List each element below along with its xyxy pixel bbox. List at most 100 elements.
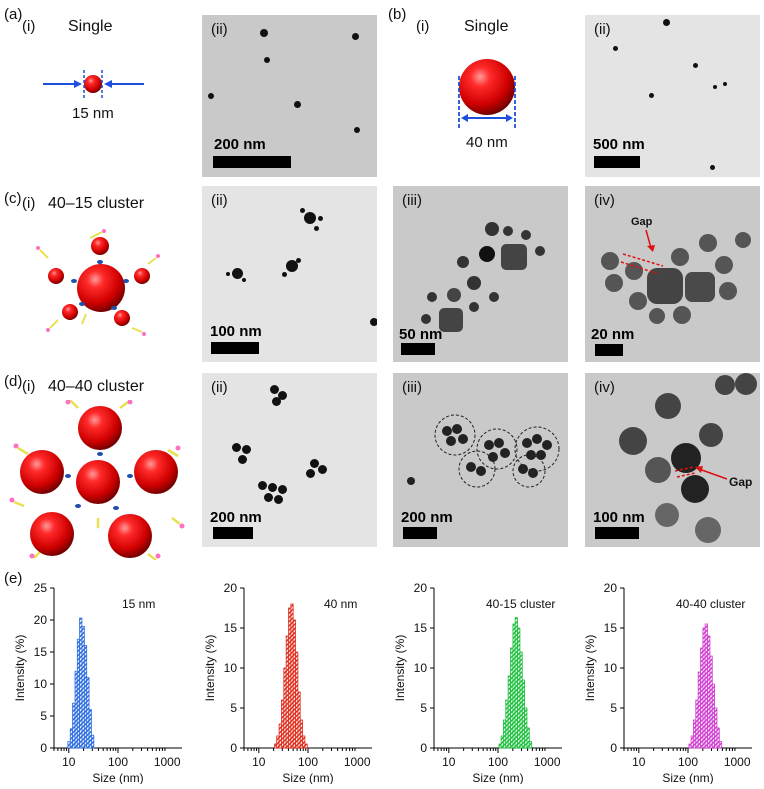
subpanel-label: (iv): [594, 379, 615, 396]
scale-bar-label: 100 nm: [210, 323, 262, 340]
x-tick-label: 10: [632, 755, 646, 769]
subpanel-label: (ii): [211, 21, 228, 38]
y-tick-label: 0: [230, 741, 237, 755]
histogram-bar: [72, 702, 76, 749]
subpanel-label: (ii): [594, 21, 611, 38]
x-tick-label: 1000: [344, 755, 371, 769]
histogram-bar: [528, 741, 533, 749]
subpanel-label: (iii): [402, 379, 422, 396]
legend-label: 15 nm: [122, 597, 155, 611]
gap-annotation: Gap: [631, 216, 653, 228]
size-label-40nm: 40 nm: [466, 134, 508, 151]
histogram-bar: [718, 741, 723, 749]
scale-bar: [401, 343, 435, 355]
x-axis-label: Size (nm): [472, 771, 523, 784]
histogram-svg: 0 5 10 15 20 10 100 1000 Size (nm) Intensity (%) 4…: [203, 581, 372, 785]
subpanel-label: (i): [22, 18, 36, 35]
y-axis-label: Intensity (%): [393, 635, 407, 702]
subpanel-label: (ii): [211, 379, 228, 396]
scale-bar-label: 20 nm: [591, 326, 635, 343]
x-tick-label: 10: [62, 755, 76, 769]
histogram-bar: [88, 709, 92, 749]
y-tick-label: 15: [34, 645, 48, 659]
cluster-40-40-schematic: [9, 400, 185, 560]
legend-label: 40-15 cluster: [486, 597, 555, 611]
histogram-bar: [526, 727, 530, 749]
x-tick-label: 100: [488, 755, 508, 769]
histogram-bar: [302, 735, 306, 749]
x-axis-label: Size (nm): [92, 771, 143, 784]
x-tick-label: 1000: [154, 755, 181, 769]
scale-bar-label: 100 nm: [593, 509, 645, 526]
scale-bar: [594, 156, 640, 168]
panel-label-a: (a): [4, 6, 23, 23]
x-axis-label: Size (nm): [662, 771, 713, 784]
y-tick-label: 0: [420, 741, 427, 755]
x-tick-label: 10: [252, 755, 266, 769]
y-tick-label: 20: [224, 581, 238, 595]
tem-image-d-iv: (iv) Gap 100 nm: [585, 373, 760, 547]
y-tick-label: 0: [40, 741, 47, 755]
histogram-2: 0 5 10 15 20 10 100 1000 Size (nm) Intensity (%) 4…: [390, 578, 570, 789]
histogram-bar: [304, 743, 308, 749]
histogram-1: 0 5 10 15 20 10 100 1000 Size (nm) Intensity (%) 4…: [200, 578, 380, 789]
scale-bar-label: 200 nm: [401, 509, 453, 526]
panel-title: 40–15 cluster: [48, 195, 145, 212]
scale-bar: [211, 342, 259, 354]
single-40nm-schematic: [458, 59, 516, 128]
x-tick-label: 1000: [534, 755, 561, 769]
y-tick-label: 5: [610, 701, 617, 715]
y-tick-label: 5: [40, 709, 47, 723]
y-tick-label: 15: [604, 621, 618, 635]
scale-bar: [595, 344, 623, 356]
panel-title: Single: [464, 18, 509, 35]
subpanel-label: (iii): [402, 192, 422, 209]
legend-label: 40-40 cluster: [676, 597, 745, 611]
subpanel-label: (iv): [594, 192, 615, 209]
y-axis-label: Intensity (%): [13, 635, 27, 702]
x-tick-label: 10: [442, 755, 456, 769]
scale-bar: [213, 156, 291, 168]
tem-image-d-iii: (iii) 200 nm: [393, 373, 568, 547]
y-tick-label: 10: [224, 661, 238, 675]
x-tick-label: 1000: [724, 755, 751, 769]
scale-bar-label: 50 nm: [399, 326, 443, 343]
y-tick-label: 10: [34, 677, 48, 691]
histogram-svg: 0 5 10 15 20 10 100 1000 Size (nm) Intensity (%) 4…: [583, 581, 752, 785]
gap-arrow: [620, 229, 664, 275]
scale-bar: [213, 527, 253, 539]
scale-bar-label: 500 nm: [593, 136, 645, 153]
panel-label-d: (d): [4, 373, 23, 390]
y-tick-label: 20: [604, 581, 618, 595]
x-tick-label: 100: [678, 755, 698, 769]
single-15nm-schematic: [43, 70, 144, 98]
histogram-bar: [299, 719, 303, 749]
y-tick-label: 5: [420, 701, 427, 715]
legend-label: 40 nm: [324, 597, 357, 611]
tem-image-a-ii: (ii) 200 nm: [202, 15, 377, 177]
subpanel-label: (i): [416, 18, 430, 35]
histogram-bar: [91, 734, 95, 749]
x-tick-label: 100: [108, 755, 128, 769]
subpanel-label: (ii): [211, 192, 228, 209]
histogram-0: 0 5 10 15 20 25 10 100 1000 Size (nm) Intensity (%…: [10, 578, 190, 789]
y-tick-label: 10: [414, 661, 428, 675]
panel-label-c: (c): [4, 190, 22, 207]
tem-image-b-ii: (ii) 500 nm: [585, 15, 760, 177]
panel-label-b: (b): [388, 6, 407, 23]
panel-title: 40–40 cluster: [48, 378, 145, 395]
y-tick-label: 20: [414, 581, 428, 595]
y-axis-label: Intensity (%): [583, 635, 597, 702]
gap-arrow: [674, 466, 728, 480]
histogram-3: 0 5 10 15 20 10 100 1000 Size (nm) Intensity (%) 4…: [580, 578, 760, 789]
histogram-svg: 0 5 10 15 20 10 100 1000 Size (nm) Intensity (%) 4…: [393, 581, 562, 785]
scale-bar-label: 200 nm: [214, 136, 266, 153]
scale-bar: [595, 527, 639, 539]
cluster-40-15-schematic: [36, 229, 160, 336]
x-axis-label: Size (nm): [282, 771, 333, 784]
panel-label-e: (e): [4, 570, 23, 587]
y-tick-label: 20: [34, 613, 48, 627]
subpanel-label: (i): [22, 378, 36, 395]
y-tick-label: 15: [224, 621, 238, 635]
y-tick-label: 5: [230, 701, 237, 715]
